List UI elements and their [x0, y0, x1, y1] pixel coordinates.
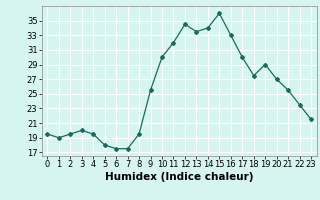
- X-axis label: Humidex (Indice chaleur): Humidex (Indice chaleur): [105, 172, 253, 182]
